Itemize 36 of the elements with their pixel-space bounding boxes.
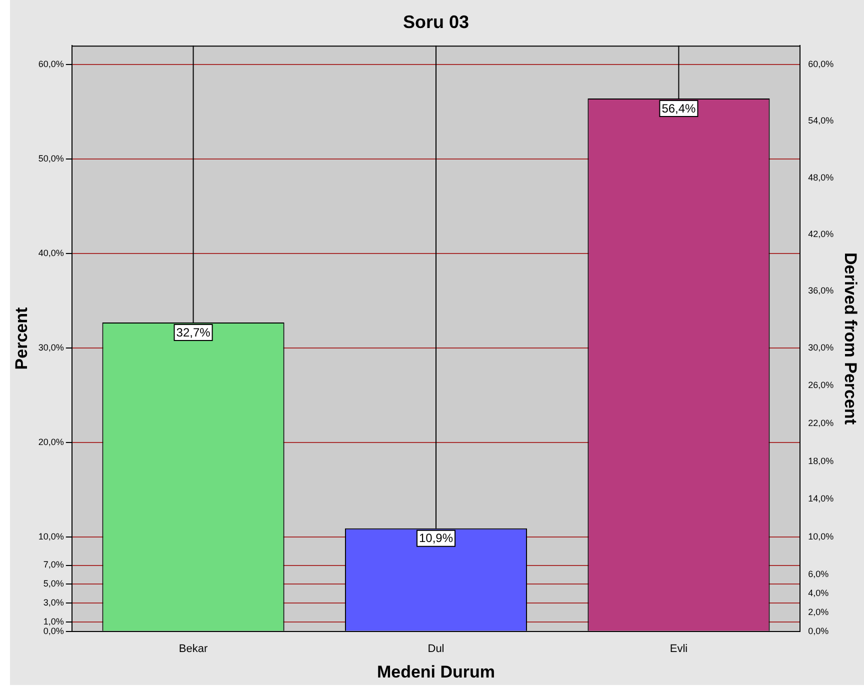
y2-tick-label: 0,0%: [808, 626, 829, 636]
data-label: 10,9%: [418, 531, 454, 546]
y2-tick-label: 48,0%: [808, 172, 834, 182]
x-tick-label: Dul: [428, 643, 444, 656]
y-tick-label: 20,0%: [38, 436, 64, 447]
x-tick-label: Evli: [670, 643, 688, 656]
y-tick-label: 5,0%: [43, 578, 64, 589]
y2-tick-label: 10,0%: [808, 531, 834, 542]
y2-tick-label: 22,0%: [808, 418, 834, 428]
y2-tick-label: 60,0%: [808, 58, 834, 69]
data-label: 56,4%: [662, 101, 696, 116]
y2-tick-label: 18,0%: [808, 456, 834, 466]
x-axis-title: Medeni Durum: [376, 662, 496, 682]
y-tick-label: 7,0%: [43, 560, 64, 570]
y-tick-label: 30,0%: [38, 342, 64, 352]
chart-title: Soru 03: [402, 12, 470, 32]
y2-tick-label: 2,0%: [808, 606, 829, 617]
y-axis-title: Percent: [12, 306, 31, 370]
y2-tick-label: 54,0%: [808, 116, 834, 126]
y-tick-label: 40,0%: [38, 248, 64, 258]
y-tick-label: 0,0%: [43, 626, 64, 636]
y2-tick-label: 4,0%: [808, 588, 829, 598]
y-tick-label: 3,0%: [43, 598, 64, 608]
y-tick-label: 1,0%: [43, 616, 64, 626]
data-label: 32,7%: [176, 325, 211, 340]
y2-tick-label: 14,0%: [808, 494, 834, 504]
y2-tick-label: 6,0%: [808, 569, 829, 580]
y-tick-label: 10,0%: [38, 531, 64, 542]
x-tick-label: Bekar: [178, 643, 208, 656]
y-tick-label: 60,0%: [38, 58, 64, 69]
y2-tick-label: 36,0%: [808, 286, 834, 296]
y2-tick-label: 26,0%: [808, 380, 834, 390]
y2-axis-title: Derived from Percent: [841, 252, 860, 425]
y-tick-label: 50,0%: [38, 153, 64, 164]
y2-tick-label: 30,0%: [808, 342, 834, 352]
y2-tick-label: 42,0%: [808, 229, 834, 240]
